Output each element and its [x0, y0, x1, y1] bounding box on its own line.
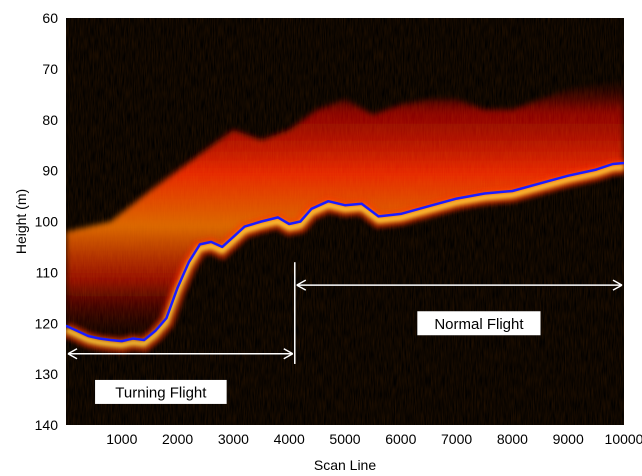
series-point — [232, 235, 235, 238]
series-point — [399, 212, 402, 215]
series-point — [277, 216, 279, 219]
y-tick-label: 120 — [35, 315, 59, 331]
x-axis-label: Scan Line — [314, 457, 376, 473]
series-point — [66, 324, 67, 327]
y-tick-label: 110 — [36, 264, 59, 280]
series-point — [377, 215, 380, 218]
series-line — [66, 161, 624, 343]
series-point — [165, 317, 168, 320]
series-point — [310, 207, 313, 210]
series-point — [87, 335, 90, 337]
series-point — [567, 174, 570, 177]
series-point — [623, 162, 624, 164]
annotation-label: Normal Flight — [434, 316, 524, 333]
series-point — [260, 220, 263, 223]
series-point — [243, 225, 246, 228]
arrowhead-left-icon — [296, 279, 307, 291]
series-point — [455, 197, 458, 200]
series-point — [595, 168, 597, 171]
x-tick-label: 7000 — [441, 431, 472, 447]
series-point — [98, 337, 101, 340]
x-tick-label: 9000 — [553, 431, 584, 447]
y-tick-label: 90 — [42, 163, 58, 179]
series-point — [299, 220, 302, 223]
x-tick-label: 6000 — [385, 431, 416, 447]
series-point — [511, 190, 514, 192]
x-tick-label: 5000 — [329, 431, 360, 447]
arrowhead-left-icon — [67, 348, 78, 360]
series-point — [611, 163, 614, 165]
x-tick-label: 8000 — [497, 431, 528, 447]
annotation-label-box — [417, 311, 541, 336]
annotation-label: Turning Flight — [115, 384, 207, 401]
series-point — [132, 337, 134, 340]
y-tick-label: 70 — [42, 61, 58, 77]
series-point — [210, 240, 212, 243]
series-point — [221, 246, 224, 248]
series-point — [288, 223, 291, 225]
series-point — [199, 243, 201, 246]
heatmap-ground-return-core — [66, 164, 624, 349]
heatmap-noise-texture — [66, 18, 624, 425]
series-point — [176, 286, 179, 289]
x-tick-label: 4000 — [274, 431, 305, 447]
y-axis-label: Height (m) — [13, 189, 29, 254]
x-tick-label: 2000 — [162, 431, 193, 447]
series-point — [360, 202, 363, 205]
series-point — [143, 339, 146, 341]
series-point — [120, 340, 123, 342]
series-point — [76, 329, 79, 332]
x-tick-label: 3000 — [218, 431, 249, 447]
annotation-label-box — [95, 379, 227, 404]
y-tick-label: 140 — [35, 417, 59, 433]
series-point — [427, 205, 430, 208]
y-tick-label: 80 — [42, 112, 58, 128]
y-tick-label: 60 — [42, 10, 58, 26]
arrowhead-right-icon — [283, 348, 294, 360]
series-point — [154, 329, 157, 332]
series-point — [327, 200, 330, 203]
arrowhead-right-icon — [612, 279, 623, 291]
series-point — [109, 339, 112, 341]
series-point — [187, 261, 190, 264]
y-tick-label: 130 — [35, 366, 59, 382]
y-tick-label: 100 — [35, 214, 59, 230]
x-tick-label: 1000 — [106, 431, 137, 447]
series-point — [344, 204, 346, 207]
x-tick-label: 10000 — [605, 431, 642, 447]
series-point — [539, 182, 542, 185]
series-point — [483, 192, 486, 195]
